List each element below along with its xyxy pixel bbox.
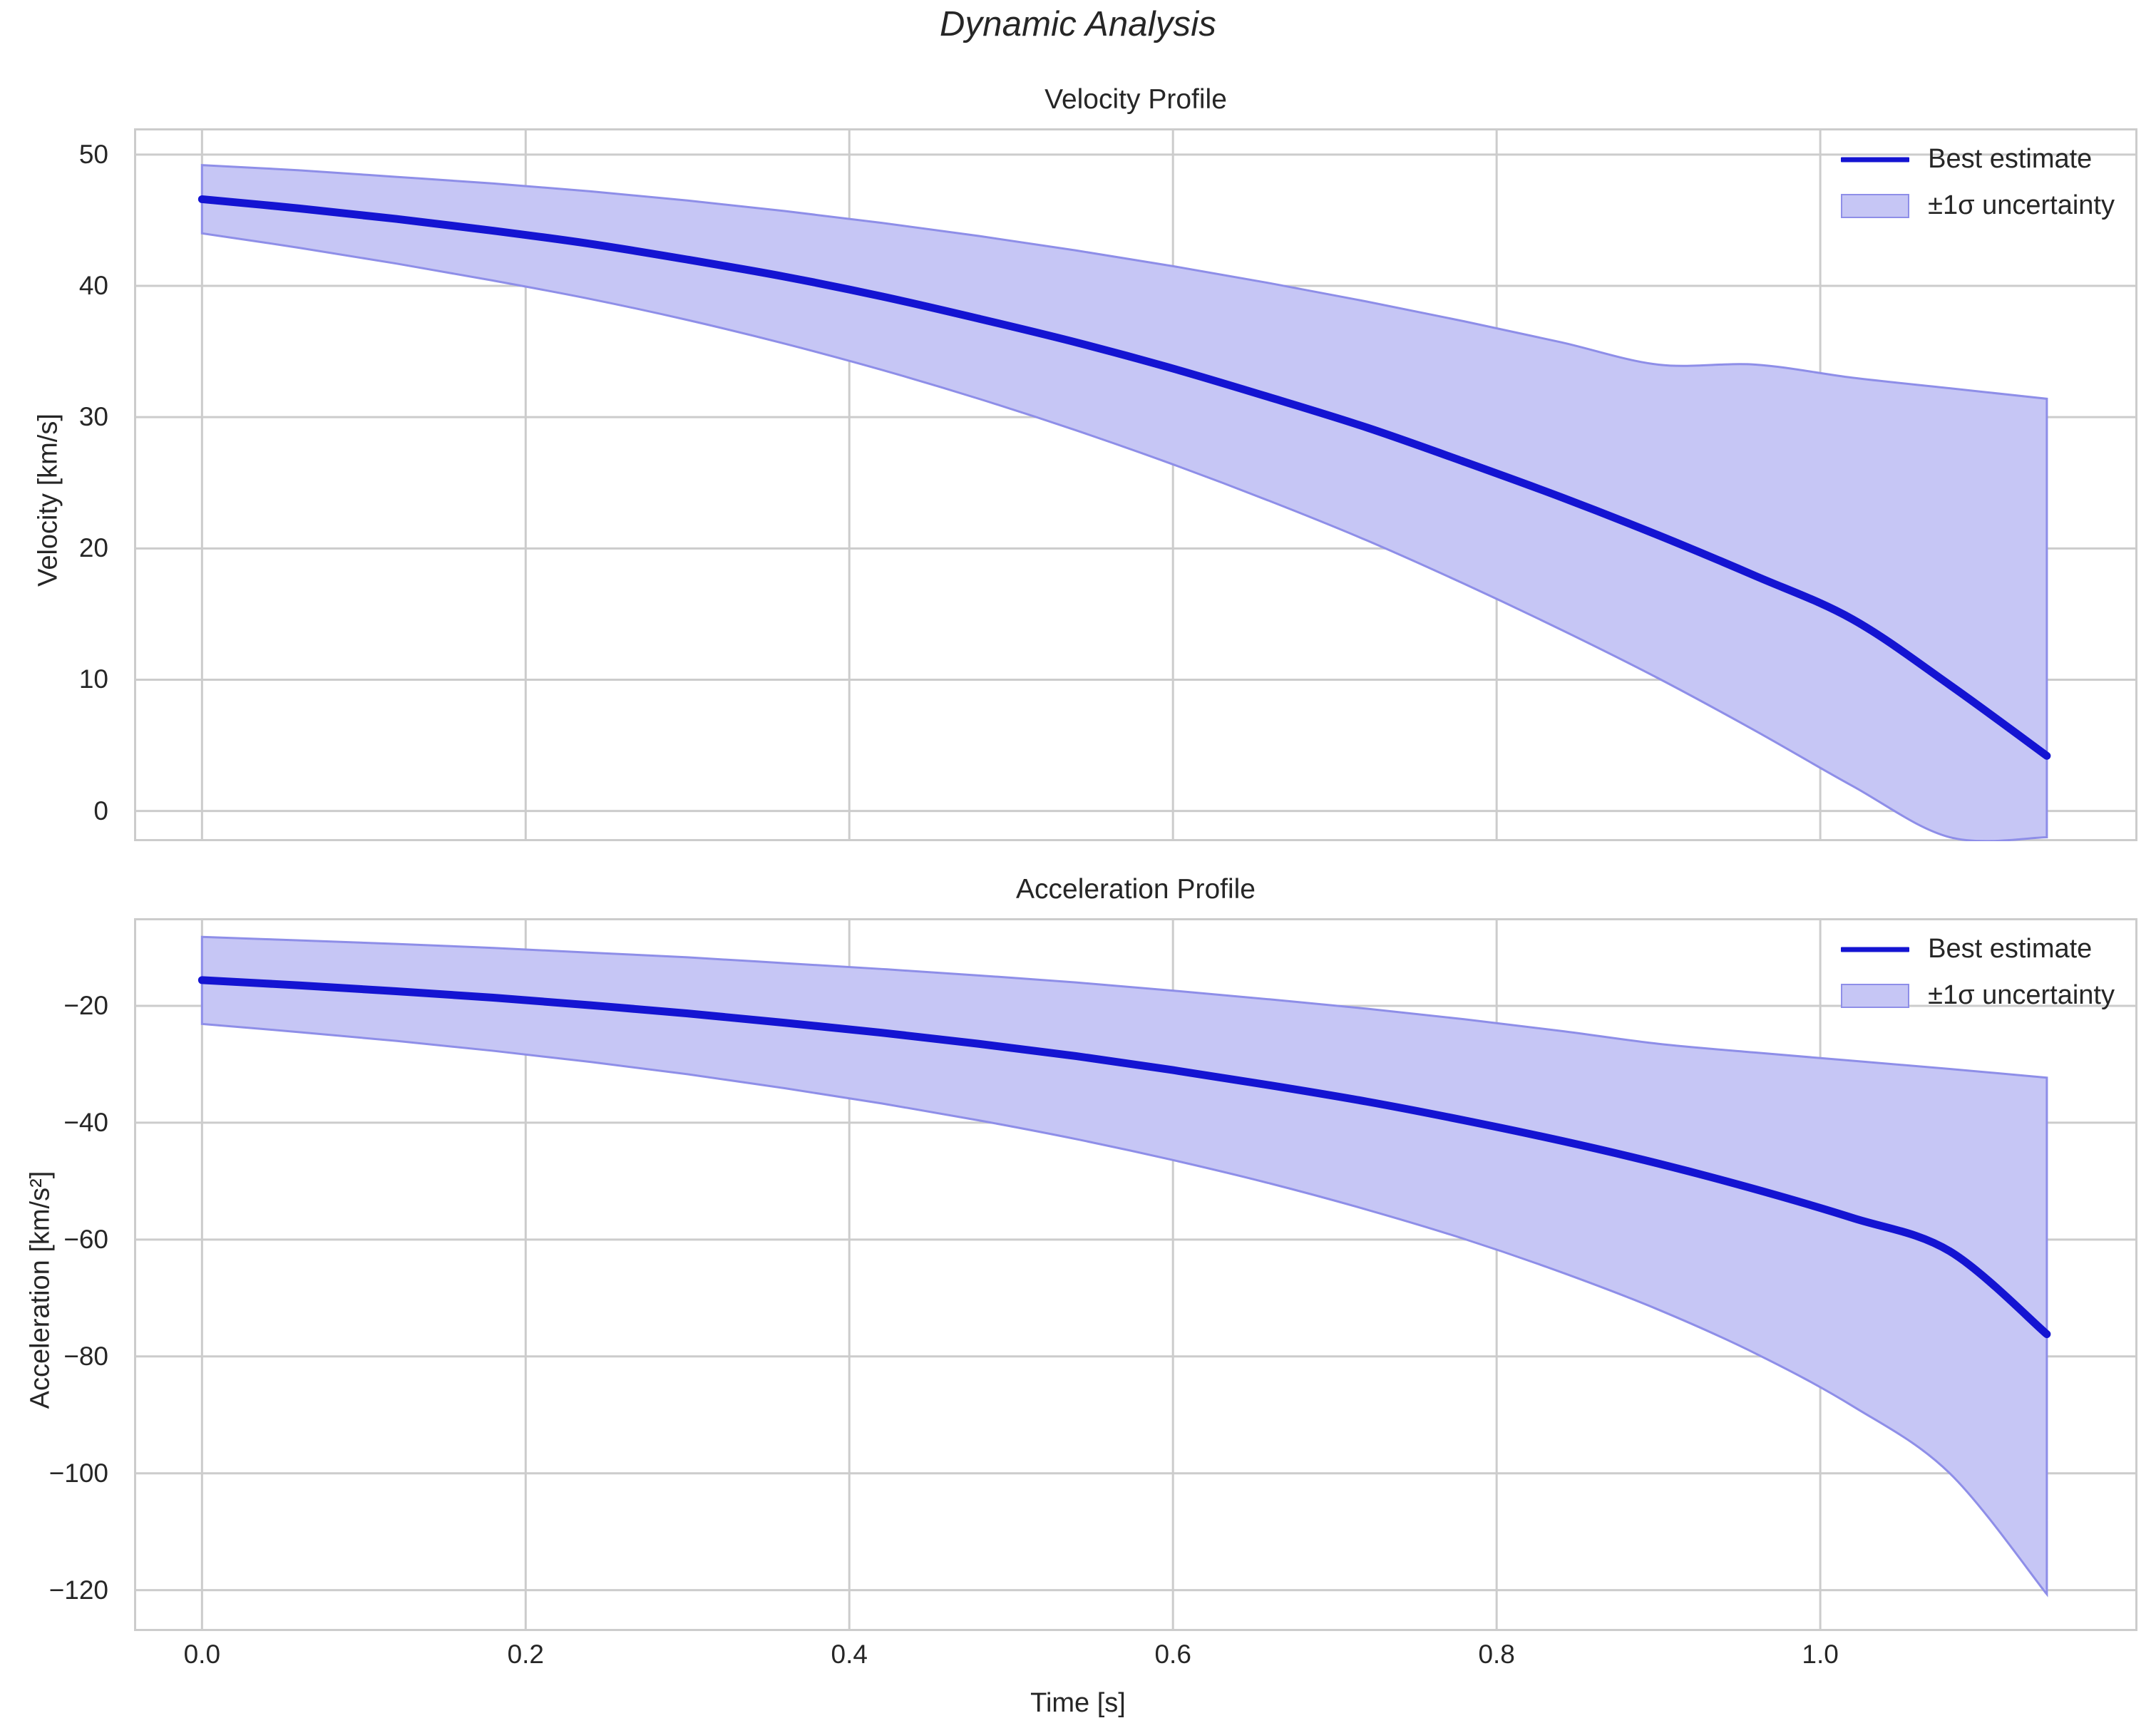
xtick-label: 0.8	[1478, 1640, 1515, 1669]
ytick-label: −60	[63, 1224, 108, 1254]
velocity-axis-label: Velocity [km/s]	[33, 413, 63, 587]
xtick-label: 0.0	[183, 1640, 221, 1669]
uncertainty-band	[200, 163, 2048, 841]
ytick-label: 50	[78, 139, 108, 169]
acceleration-axis-label: Acceleration [km/s²]	[25, 1171, 56, 1409]
legend-line-swatch-icon	[1841, 148, 1909, 172]
x-axis-label: Time [s]	[1030, 1688, 1126, 1718]
acceleration-legend: Best estimate ±1σ uncertainty	[1834, 928, 2125, 1017]
legend-entry-best-estimate: Best estimate	[1841, 934, 2115, 965]
ytick-label: −80	[63, 1341, 108, 1371]
legend-entry-best-estimate: Best estimate	[1841, 144, 2115, 175]
velocity-ytick-labels: 0 10 20 30 40 50	[0, 128, 121, 841]
legend-label-uncertainty: ±1σ uncertainty	[1928, 980, 2115, 1010]
xtick-label: 0.6	[1154, 1640, 1191, 1669]
ytick-label: −100	[48, 1458, 108, 1488]
uncertainty-band	[200, 935, 2048, 1598]
legend-patch-swatch-icon	[1841, 983, 1910, 1008]
ytick-label: −120	[48, 1575, 108, 1605]
xtick-label: 0.2	[507, 1640, 544, 1669]
acceleration-ytick-labels: −20 −40 −60 −80 −100 −120	[0, 918, 121, 1631]
ytick-label: 0	[93, 796, 108, 826]
ytick-label: −40	[63, 1107, 108, 1137]
xtick-label: 1.0	[1802, 1640, 1839, 1669]
ytick-label: 40	[78, 270, 108, 300]
velocity-plot-area	[134, 128, 2137, 841]
velocity-plot-title: Velocity Profile	[1044, 84, 1227, 115]
xtick-label: 0.4	[831, 1640, 868, 1669]
velocity-legend: Best estimate ±1σ uncertainty	[1834, 138, 2125, 227]
legend-entry-uncertainty: ±1σ uncertainty	[1841, 190, 2115, 221]
ytick-label: 10	[78, 664, 108, 694]
legend-entry-uncertainty: ±1σ uncertainty	[1841, 980, 2115, 1011]
acceleration-plot-area	[134, 918, 2137, 1631]
acceleration-plot-panel: Acceleration Profile Best estimate ±1σ u…	[134, 874, 2137, 1631]
legend-label-best-estimate: Best estimate	[1928, 144, 2093, 174]
legend-patch-swatch-icon	[1841, 193, 1910, 218]
legend-label-uncertainty: ±1σ uncertainty	[1928, 190, 2115, 220]
best-estimate-line	[197, 195, 2051, 760]
x-tick-labels: 0.0 0.2 0.4 0.6 0.8 1.0	[134, 1640, 2137, 1682]
ytick-label: −20	[63, 990, 108, 1020]
best-estimate-line	[197, 976, 2051, 1339]
legend-line-swatch-icon	[1841, 937, 1909, 962]
ytick-label: 20	[78, 533, 108, 563]
acceleration-plot-title: Acceleration Profile	[1016, 874, 1256, 905]
ytick-label: 30	[78, 402, 108, 432]
legend-label-best-estimate: Best estimate	[1928, 934, 2093, 964]
velocity-plot-panel: Velocity Profile Best estimate ±1σ uncer…	[134, 84, 2137, 841]
figure-suptitle: Dynamic Analysis	[939, 5, 1217, 43]
